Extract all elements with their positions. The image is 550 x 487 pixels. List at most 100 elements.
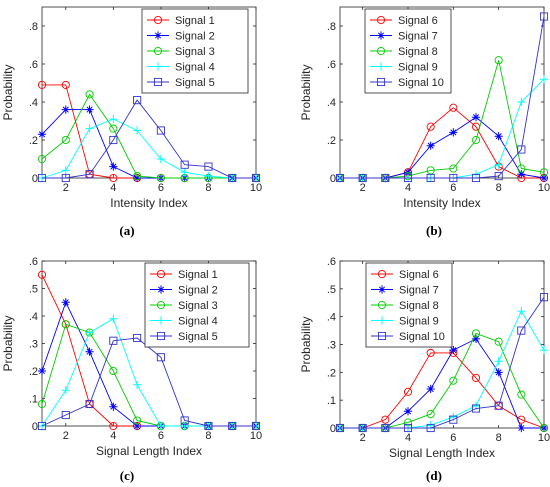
data-point [85, 399, 94, 409]
legend-label: Signal 8 [399, 300, 439, 312]
x-tick-label: 10 [250, 430, 262, 442]
data-point [449, 164, 458, 173]
legend-label: Signal 9 [398, 62, 438, 74]
data-point [517, 326, 526, 335]
data-point [449, 415, 458, 424]
data-point [37, 173, 47, 183]
data-point [335, 423, 345, 433]
y-tick-label: .5 [327, 284, 336, 296]
data-point [471, 329, 481, 338]
legend-label: Signal 7 [399, 285, 439, 297]
data-point [517, 170, 526, 179]
x-tick-label: 6 [450, 432, 456, 444]
panel-caption: (c) [120, 468, 134, 483]
data-point [403, 387, 413, 396]
y-axis-label: Probability [299, 64, 313, 120]
data-point [381, 423, 390, 433]
x-tick-label: 8 [205, 182, 211, 194]
x-tick-label: 10 [250, 182, 262, 194]
legend-marker [153, 77, 163, 87]
data-point [61, 320, 70, 329]
data-point [426, 122, 435, 131]
data-point [85, 328, 94, 337]
data-point [426, 348, 435, 357]
data-point [133, 126, 142, 135]
data-point [251, 421, 261, 431]
data-point [85, 170, 94, 179]
data-point [539, 12, 549, 21]
x-tick-label: 10 [538, 182, 550, 194]
data-point [109, 421, 118, 431]
data-point [37, 154, 47, 164]
data-point [494, 368, 503, 377]
data-point [471, 135, 481, 145]
data-point [133, 333, 142, 343]
y-tick-label: .2 [327, 367, 336, 379]
series-signal-4 [37, 115, 261, 183]
y-tick-label: .6 [327, 256, 336, 268]
x-axis-label: Intensity Index [403, 196, 480, 210]
legend: Signal 1 Signal 2 Signal 3 Signal 4 Signal 5 [141, 8, 249, 94]
legend-label: Signal 1 [175, 15, 215, 27]
y-tick-label: .6 [29, 256, 38, 268]
x-tick-label: 4 [110, 430, 116, 442]
data-point [109, 314, 118, 323]
legend-label: Signal 6 [398, 15, 438, 27]
data-point [109, 115, 118, 124]
data-point [109, 124, 118, 133]
data-point [426, 384, 435, 394]
data-point [517, 164, 526, 173]
data-point [109, 162, 118, 171]
legend-marker [376, 62, 386, 71]
data-point [449, 345, 458, 355]
y-axis-label: Probability [1, 315, 15, 371]
data-point [517, 307, 526, 316]
data-point [539, 293, 549, 302]
data-point [61, 105, 70, 114]
data-point [61, 410, 70, 420]
data-point [539, 345, 549, 355]
y-tick-label: .2 [29, 366, 38, 378]
data-point [335, 173, 345, 183]
series-line [41, 337, 256, 427]
data-point [449, 173, 458, 183]
data-point [37, 366, 47, 376]
y-axis-label: Probability [1, 64, 15, 120]
x-tick-label: 2 [63, 430, 69, 442]
data-point [358, 423, 367, 433]
chart-panel-2: 2 4 6 8 10 0 .1 .2 .3 .4 .5 .6 Signal Length Index Pr… [1, 256, 262, 483]
data-point [358, 173, 367, 183]
data-point [426, 410, 435, 419]
data-point [403, 407, 413, 416]
data-point [109, 366, 118, 376]
data-point [133, 421, 142, 431]
legend-label: Signal 1 [178, 269, 218, 281]
legend-marker [377, 316, 387, 325]
legend-marker [376, 15, 386, 25]
data-point [37, 270, 47, 279]
series-signal-5 [37, 96, 261, 183]
data-point [109, 336, 118, 345]
series-line [41, 118, 256, 179]
data-point [471, 404, 481, 413]
x-tick-label: 2 [63, 182, 69, 194]
data-point [539, 168, 549, 177]
data-point [61, 80, 70, 89]
x-tick-label: 6 [158, 430, 164, 442]
x-tick-label: 2 [360, 182, 366, 194]
data-point [61, 386, 70, 395]
data-point [109, 402, 118, 411]
data-point [426, 423, 435, 433]
legend-label: Signal 5 [178, 331, 218, 343]
legend-label: Signal 5 [175, 77, 215, 89]
x-tick-label: 4 [110, 182, 116, 194]
data-point [251, 173, 261, 183]
y-tick-label: .2 [327, 135, 336, 147]
data-point [61, 298, 70, 307]
legend-label: Signal 7 [398, 31, 438, 43]
data-point [61, 166, 70, 175]
data-point [204, 162, 213, 171]
x-axis-label: Signal Length Index [389, 446, 495, 460]
x-tick-label: 8 [496, 182, 502, 194]
